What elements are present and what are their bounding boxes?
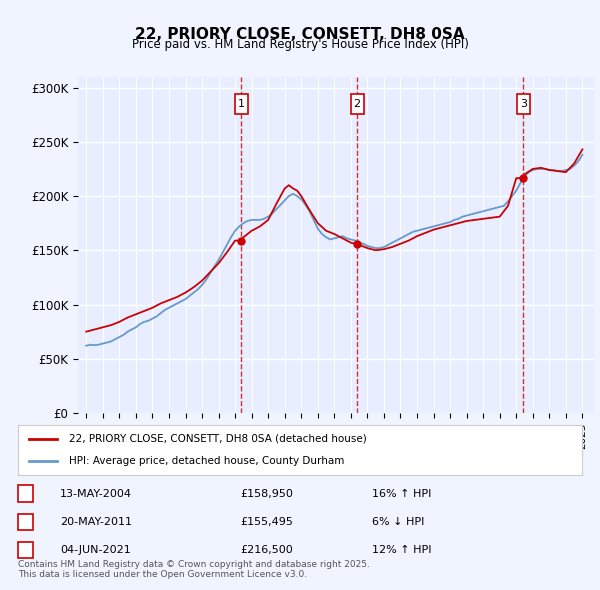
Text: £158,950: £158,950 bbox=[240, 489, 293, 499]
Text: 16% ↑ HPI: 16% ↑ HPI bbox=[372, 489, 431, 499]
Text: Contains HM Land Registry data © Crown copyright and database right 2025.
This d: Contains HM Land Registry data © Crown c… bbox=[18, 560, 370, 579]
FancyBboxPatch shape bbox=[517, 94, 530, 114]
Text: 22, PRIORY CLOSE, CONSETT, DH8 0SA (detached house): 22, PRIORY CLOSE, CONSETT, DH8 0SA (deta… bbox=[69, 434, 367, 444]
Text: 1: 1 bbox=[238, 99, 245, 109]
Text: 3: 3 bbox=[22, 545, 29, 555]
Text: 6% ↓ HPI: 6% ↓ HPI bbox=[372, 517, 424, 527]
Text: 3: 3 bbox=[520, 99, 527, 109]
FancyBboxPatch shape bbox=[235, 94, 248, 114]
Text: 2: 2 bbox=[353, 99, 361, 109]
Text: 22, PRIORY CLOSE, CONSETT, DH8 0SA: 22, PRIORY CLOSE, CONSETT, DH8 0SA bbox=[135, 27, 465, 41]
Text: 12% ↑ HPI: 12% ↑ HPI bbox=[372, 545, 431, 555]
Text: 20-MAY-2011: 20-MAY-2011 bbox=[60, 517, 132, 527]
FancyBboxPatch shape bbox=[350, 94, 364, 114]
Text: 04-JUN-2021: 04-JUN-2021 bbox=[60, 545, 131, 555]
Text: £155,495: £155,495 bbox=[240, 517, 293, 527]
Text: 2: 2 bbox=[22, 517, 29, 527]
Text: 1: 1 bbox=[22, 489, 29, 499]
Text: £216,500: £216,500 bbox=[240, 545, 293, 555]
Text: 13-MAY-2004: 13-MAY-2004 bbox=[60, 489, 132, 499]
Text: HPI: Average price, detached house, County Durham: HPI: Average price, detached house, Coun… bbox=[69, 456, 344, 466]
Text: Price paid vs. HM Land Registry's House Price Index (HPI): Price paid vs. HM Land Registry's House … bbox=[131, 38, 469, 51]
